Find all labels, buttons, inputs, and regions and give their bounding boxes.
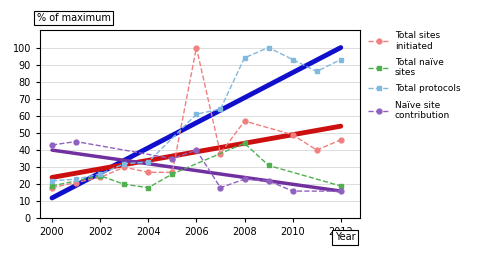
Text: Year: Year bbox=[334, 232, 355, 242]
Legend: Total sites
initiated, Total naïve
sites, Total protocols, Naïve site
contributi: Total sites initiated, Total naïve sites… bbox=[368, 31, 460, 120]
Text: % of maximum: % of maximum bbox=[37, 13, 111, 23]
